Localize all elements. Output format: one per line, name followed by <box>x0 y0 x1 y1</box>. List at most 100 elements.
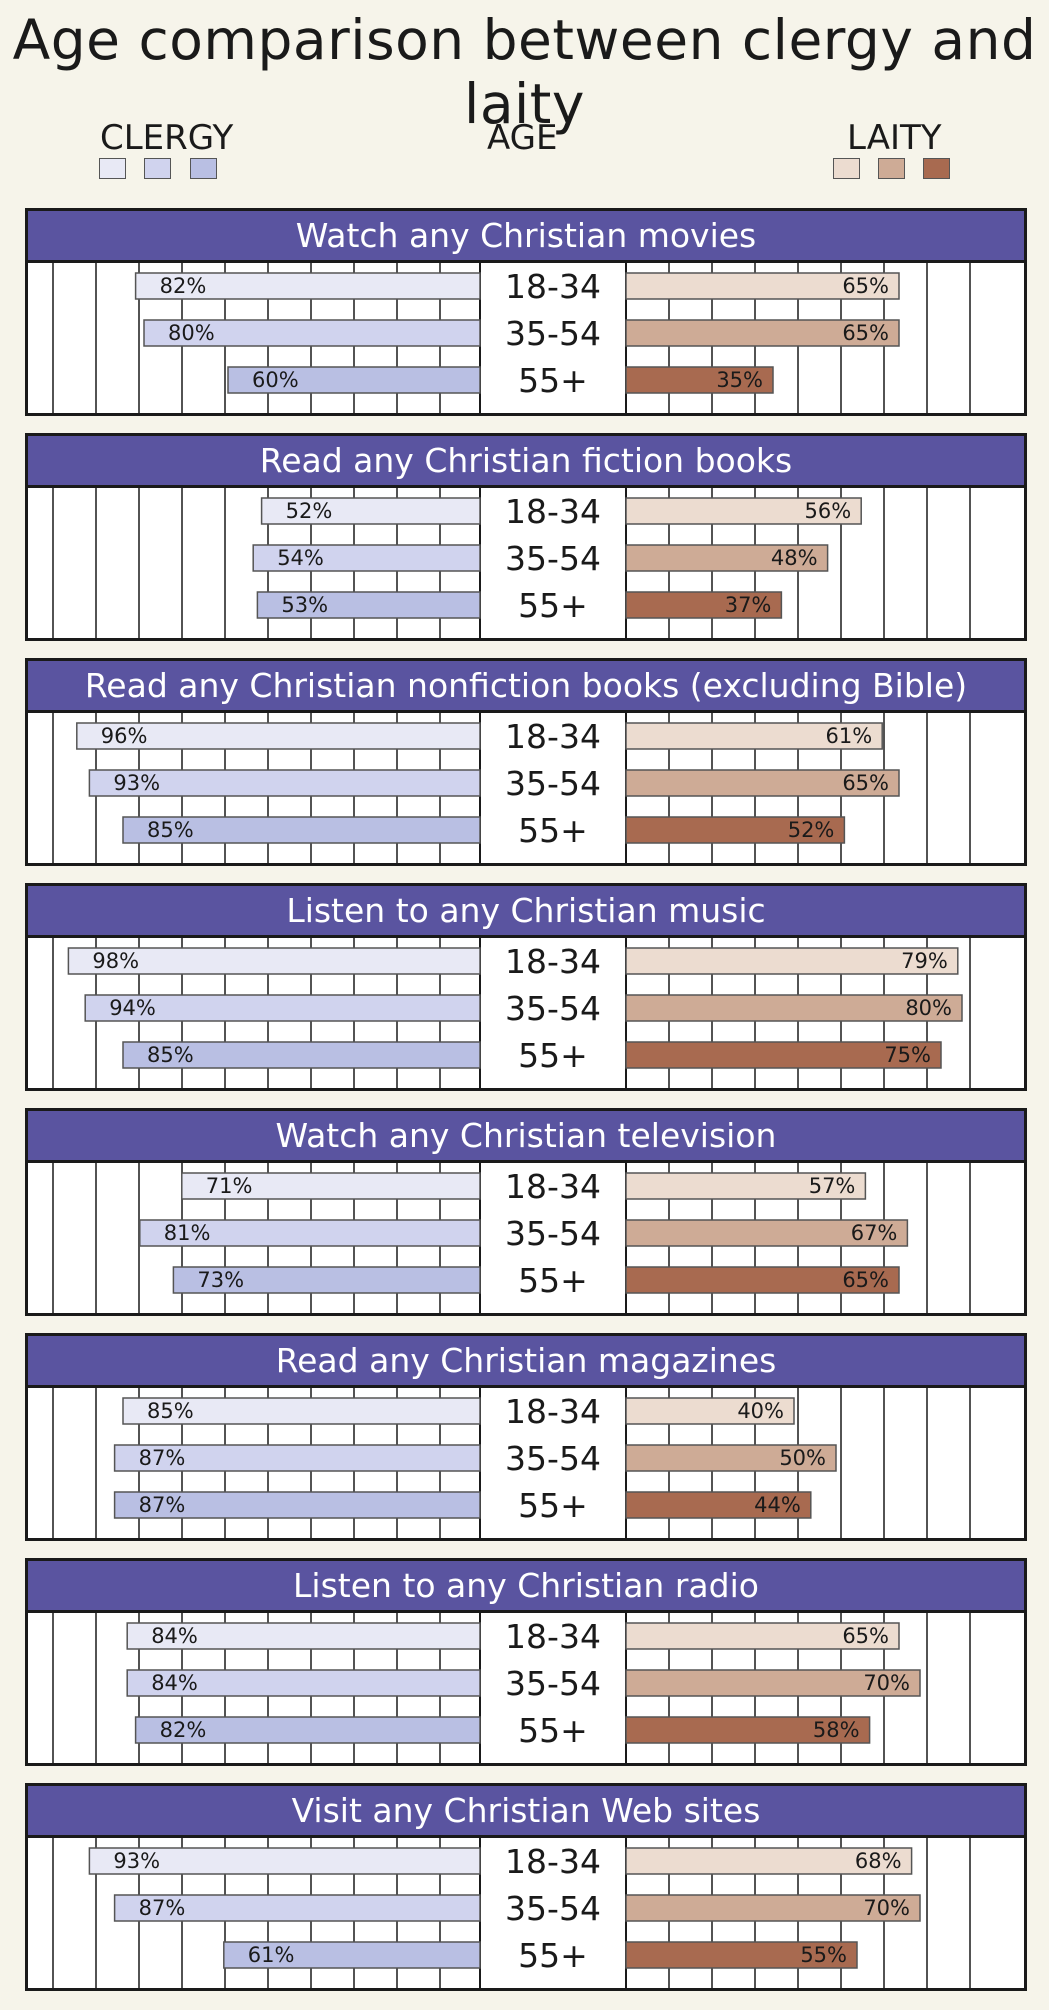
clergy-value-label: 87% <box>139 1446 186 1470</box>
legend-swatch-laity-18-34 <box>833 158 860 179</box>
clergy-bar <box>181 1172 481 1200</box>
age-group-label: 55+ <box>518 361 588 400</box>
clergy-value-label: 53% <box>281 593 328 617</box>
clergy-bar <box>113 1444 481 1472</box>
age-group-label: 55+ <box>518 1261 588 1300</box>
laity-bar <box>625 591 783 619</box>
panel-chart: 71% 57% 18-34 81% 67% 35-54 73% 65% 55+ <box>52 1163 971 1313</box>
clergy-bar <box>76 722 481 750</box>
laity-bar <box>625 1219 909 1247</box>
panel-title: Listen to any Christian music <box>28 886 1024 938</box>
clergy-bar <box>223 1941 481 1969</box>
age-group-label: 18-34 <box>505 1842 601 1881</box>
clergy-bar <box>84 994 481 1022</box>
laity-value-label: 52% <box>788 818 835 842</box>
age-group-label: 18-34 <box>505 267 601 306</box>
clergy-bar <box>172 1266 481 1294</box>
laity-value-label: 79% <box>901 949 948 973</box>
clergy-bar <box>122 1397 481 1425</box>
clergy-bar <box>113 1894 481 1922</box>
clergy-value-label: 87% <box>139 1493 186 1517</box>
panel-title: Read any Christian magazines <box>28 1336 1024 1388</box>
clergy-value-label: 96% <box>101 724 148 748</box>
clergy-bar <box>134 1716 481 1744</box>
laity-value-label: 35% <box>716 368 763 392</box>
laity-bar <box>625 816 846 844</box>
clergy-bar <box>88 769 481 797</box>
panel-title: Watch any Christian television <box>28 1111 1024 1163</box>
age-group-label: 18-34 <box>505 942 601 981</box>
panel-title: Listen to any Christian radio <box>28 1561 1024 1613</box>
laity-value-label: 57% <box>809 1174 856 1198</box>
panel-title: Read any Christian nonfiction books (exc… <box>28 661 1024 713</box>
clergy-bar <box>227 366 481 394</box>
age-group-label: 55+ <box>518 1711 588 1750</box>
age-group-label: 18-34 <box>505 492 601 531</box>
laity-bar <box>625 319 900 347</box>
panel-chart: 98% 79% 18-34 94% 80% 35-54 85% 75% 55+ <box>52 938 971 1088</box>
laity-value-label: 37% <box>725 593 772 617</box>
laity-bar <box>625 1444 837 1472</box>
laity-value-label: 65% <box>842 771 889 795</box>
age-group-label: 35-54 <box>505 1664 601 1703</box>
age-group-label: 35-54 <box>505 539 601 578</box>
clergy-value-label: 85% <box>147 818 194 842</box>
clergy-value-label: 84% <box>151 1624 198 1648</box>
panel-title: Watch any Christian movies <box>28 211 1024 263</box>
laity-value-label: 65% <box>842 1624 889 1648</box>
laity-value-label: 68% <box>855 1849 902 1873</box>
laity-value-label: 50% <box>779 1446 826 1470</box>
legend-swatch-clergy-35-54 <box>144 158 171 179</box>
clergy-bar <box>139 1219 481 1247</box>
clergy-bar <box>122 1041 481 1069</box>
laity-bar <box>625 497 862 525</box>
laity-bar <box>625 366 774 394</box>
laity-bar <box>625 1041 942 1069</box>
legend-swatch-clergy-18-34 <box>99 158 126 179</box>
age-group-label: 55+ <box>518 1036 588 1075</box>
age-column <box>481 1163 625 1313</box>
age-column <box>481 938 625 1088</box>
clergy-value-label: 71% <box>206 1174 253 1198</box>
panel-4: Watch any Christian television 71% 57% 18-3… <box>25 1108 1027 1316</box>
age-group-label: 55+ <box>518 1486 588 1525</box>
age-group-label: 35-54 <box>505 1214 601 1253</box>
legend-swatch-laity-35-54 <box>878 158 905 179</box>
legend-swatch-clergy-55 <box>190 158 217 179</box>
laity-value-label: 58% <box>813 1718 860 1742</box>
laity-bar <box>625 272 900 300</box>
age-group-label: 35-54 <box>505 764 601 803</box>
laity-bar <box>625 1491 812 1519</box>
panel-chart: 96% 61% 18-34 93% 65% 35-54 85% 52% 55+ <box>52 713 971 863</box>
clergy-value-label: 98% <box>92 949 139 973</box>
legend-age-label: AGE <box>487 118 558 158</box>
laity-value-label: 56% <box>805 499 852 523</box>
clergy-bar <box>67 947 481 975</box>
age-group-label: 55+ <box>518 1936 588 1975</box>
age-group-label: 35-54 <box>505 1889 601 1928</box>
clergy-value-label: 52% <box>286 499 333 523</box>
clergy-value-label: 87% <box>139 1896 186 1920</box>
age-group-label: 18-34 <box>505 1617 601 1656</box>
panel-3: Listen to any Christian music 98% 79% 18-34… <box>25 883 1027 1091</box>
laity-value-label: 48% <box>771 546 818 570</box>
panel-chart: 93% 68% 18-34 87% 70% 35-54 61% 55% 55+ <box>52 1838 971 1988</box>
laity-value-label: 61% <box>826 724 873 748</box>
clergy-value-label: 84% <box>151 1671 198 1695</box>
age-column <box>481 1388 625 1538</box>
clergy-bar <box>260 497 481 525</box>
clergy-value-label: 54% <box>277 546 324 570</box>
laity-bar <box>625 1172 867 1200</box>
chart-title: Age comparison between clergy and laity <box>12 8 1037 136</box>
laity-bar <box>625 1397 795 1425</box>
legend-swatch-laity-55 <box>923 158 950 179</box>
age-group-label: 18-34 <box>505 717 601 756</box>
legend-laity-label: LAITY <box>847 118 942 158</box>
clergy-bar <box>126 1669 481 1697</box>
clergy-value-label: 73% <box>197 1268 244 1292</box>
age-column <box>481 263 625 413</box>
clergy-value-label: 60% <box>252 368 299 392</box>
laity-value-label: 70% <box>863 1671 910 1695</box>
panel-0: Watch any Christian movies 82% 65% 18-34 80%… <box>25 208 1027 416</box>
age-column <box>481 1613 625 1763</box>
